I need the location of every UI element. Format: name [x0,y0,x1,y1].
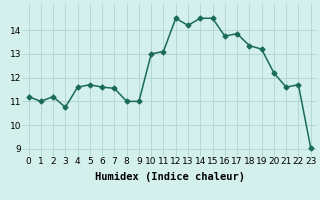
X-axis label: Humidex (Indice chaleur): Humidex (Indice chaleur) [95,172,244,182]
